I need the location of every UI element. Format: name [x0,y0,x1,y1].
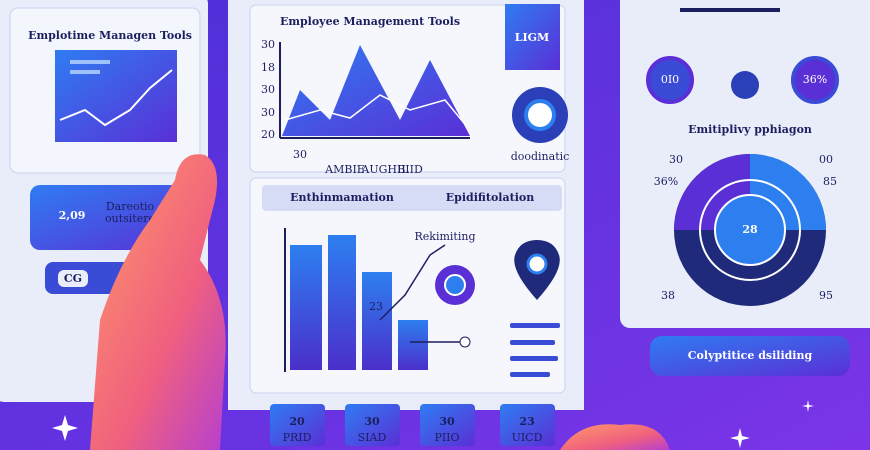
area-line [284,94,469,129]
tile-label: SIAD [358,431,387,444]
tab-bar[interactable] [262,185,562,211]
gauge-label: 30 [669,153,683,166]
circle-label: 36% [803,73,827,86]
tile-value: 30 [364,415,380,428]
y-label: 30 [261,83,275,96]
gauge-label: 95 [819,289,833,302]
tile-value: 20 [289,415,305,428]
list-lines [510,323,560,377]
tile-value: 23 [519,415,534,428]
y-label: 20 [261,128,275,141]
tile-label: PIIO [434,431,459,444]
mountain-area [282,45,470,136]
button-pill [58,270,88,287]
stat-caption: outsitere [105,212,155,225]
bar-annotation: Rekimiting [415,230,476,243]
button-label: Colyptitice dsiliding [688,349,813,362]
tile-label: PRID [283,431,312,444]
gauge-label: 38 [661,289,675,302]
left-chart-bar [70,60,110,64]
circle-stat [791,56,839,104]
top-line [680,8,780,12]
x-label: AUGHIL [360,163,409,176]
icon-ring [524,99,556,131]
badge [505,4,560,70]
hand [90,154,226,450]
pin-dot [526,253,548,275]
bar [398,320,428,370]
y-label: 30 [261,106,275,119]
gauge-label: 36% [654,175,678,188]
gauge-label: 00 [819,153,833,166]
gauge-value: 28 [742,223,758,236]
left-title: Emplotime Managen Tools [28,29,192,42]
right-title: Emitiplivy pphiagon [688,123,812,136]
center-title: Employee Management Tools [280,15,460,28]
sparkles [52,400,814,448]
trend-line [379,244,446,321]
tile-label: UICD [512,431,543,444]
bar [362,272,392,370]
x-label: BIID [397,163,423,176]
tile-value: 30 [439,415,455,428]
circle-label: 0I0 [661,73,679,86]
left-chart-line [59,69,173,127]
tab[interactable]: Enthinmamation [290,191,394,204]
left-chart-bar [70,70,100,74]
stat-caption: Dareotio [106,200,155,213]
icon-caption: doodinatic [511,150,570,163]
circle-dot [731,71,759,99]
dot [459,336,471,348]
x-label: AMBIE [324,163,365,176]
right-button[interactable] [650,336,850,376]
badge-label: LIGM [515,31,549,44]
bar [328,235,356,370]
gauge-ring [699,179,801,281]
circle-stat [646,56,694,104]
bar [290,245,322,370]
stat-value: 2,09 [59,209,86,222]
bar-label: 23 [369,300,383,313]
tiles [270,404,555,446]
gauge-core [714,194,786,266]
hand [560,424,670,450]
gauge-label: 85 [823,175,837,188]
tab[interactable]: Epidifitolation [446,191,534,204]
button-label: CG [64,272,82,285]
y-label: 18 [261,61,275,74]
icon-ring [444,274,466,296]
x-label: 30 [293,148,307,161]
y-label: 30 [261,38,275,51]
left-chart [55,50,177,142]
